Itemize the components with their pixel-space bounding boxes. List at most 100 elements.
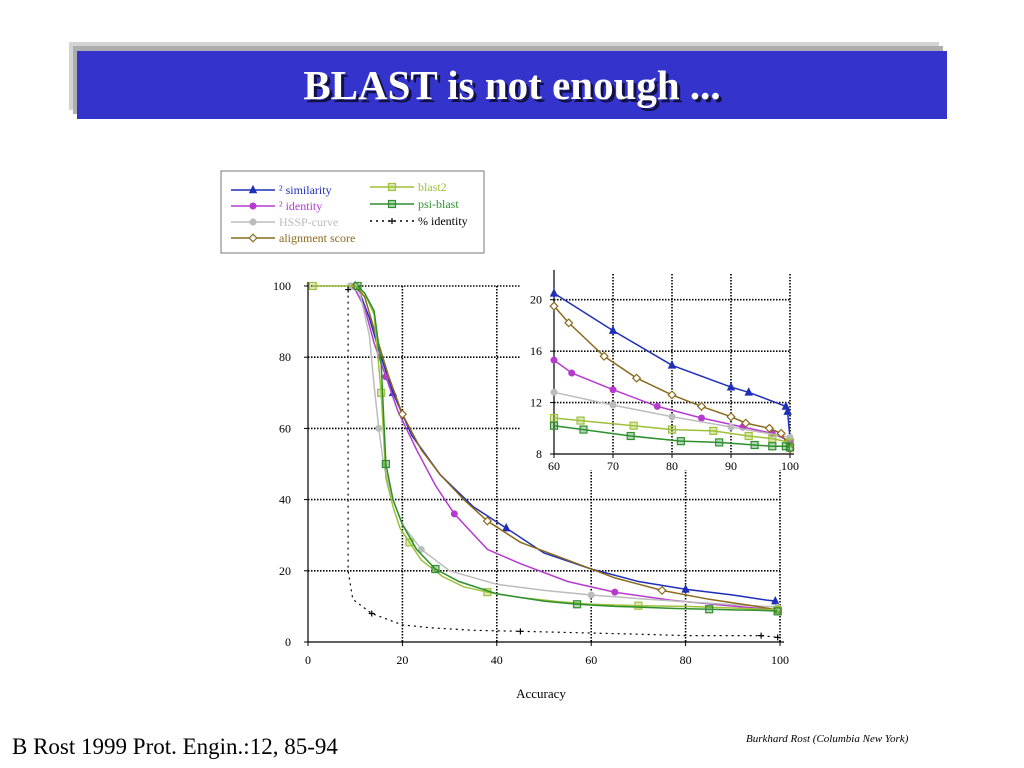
inset-point-alignment-score-7 [741, 418, 751, 428]
main-series-hssp-curve [346, 282, 782, 611]
inset-point-similarity-2 [667, 360, 677, 369]
inset-ytick-label-0: 8 [536, 447, 542, 461]
main-xtick-label-1: 20 [396, 653, 408, 667]
inset-line-identity [553, 359, 791, 442]
inset-point-blast2-5 [744, 431, 753, 441]
legend-item-hssp-curve: HSSP-curve [231, 215, 338, 229]
inset-point-blast2-2 [629, 421, 638, 430]
inset-point-hssp-curve-0 [550, 388, 558, 396]
main-point-identity-4 [368, 610, 375, 617]
inset-ytick-label-2: 16 [530, 344, 542, 358]
main-point-identity-12 [758, 632, 765, 639]
inset-xtick-label-2: 80 [666, 459, 678, 473]
legend-marker-identity [389, 218, 395, 224]
inset-point-psi-blast-2 [626, 431, 635, 441]
main-point-hssp-curve-8 [417, 545, 425, 553]
legend-box [220, 170, 485, 254]
inset-point-hssp-curve-1 [609, 401, 617, 409]
author-credit: Burkhard Rost (Columbia New York) [746, 733, 909, 745]
inset-point-alignment-score-2 [599, 351, 609, 361]
title-bar: BLAST is not enough ... [77, 51, 947, 119]
inset-point-similarity-6 [783, 406, 792, 415]
main-x-axis-label: Accuracy [516, 686, 566, 701]
inset-point-psi-blast-3 [676, 437, 685, 446]
legend-marker-identity [249, 202, 257, 210]
inset-point-similarity-4 [744, 387, 753, 396]
inset-ytick-label-1: 12 [530, 396, 542, 410]
legend-label-hssp-curve: HSSP-curve [279, 215, 338, 229]
legend-marker-blast2 [387, 182, 397, 192]
main-series-identity [345, 286, 781, 641]
inset-series-alignment-score [549, 301, 795, 454]
main-point-identity-13 [774, 634, 781, 641]
inset-point-blast2-3 [667, 425, 677, 434]
inset-point-alignment-score-0 [549, 301, 559, 311]
inset-point-alignment-score-10 [785, 444, 795, 454]
inset-point-psi-blast-4 [715, 438, 724, 447]
main-line-psi-blast [357, 285, 778, 613]
main-point-similarity-16 [771, 595, 780, 605]
slide-title: BLAST is not enough ... [303, 62, 721, 108]
main-point-similarity-8 [502, 522, 511, 532]
legend-label-similarity: ² similarity [279, 183, 332, 197]
main-point-blast2-4 [377, 388, 386, 397]
main-point-identity-0 [345, 286, 352, 293]
main-point-identity-8 [450, 510, 458, 518]
main-point-hssp-curve-12 [587, 591, 595, 599]
main-line-blast2 [312, 285, 778, 611]
main-ytick-label-3: 60 [279, 421, 291, 435]
inset-point-similarity-3 [726, 382, 736, 391]
inset-point-similarity-0 [549, 288, 559, 297]
main-point-identity-12 [611, 588, 619, 596]
inset-xtick-label-0: 60 [548, 459, 560, 473]
inset-point-identity-3 [653, 402, 661, 410]
inset-series-psi-blast [549, 421, 795, 452]
inset-point-alignment-score-1 [564, 318, 574, 328]
main-point-alignment-score-4 [397, 409, 408, 419]
inset-point-hssp-curve-3 [727, 423, 735, 431]
inset-point-identity-0 [550, 356, 558, 364]
main-point-psi-blast-16 [705, 605, 714, 614]
inset-point-alignment-score-6 [726, 412, 736, 422]
inset-point-blast2-4 [709, 426, 718, 435]
inset-point-blast2-0 [549, 413, 559, 423]
legend-item-identity: ² identity [231, 199, 322, 213]
main-xtick-label-0: 0 [305, 653, 311, 667]
inset-point-alignment-score-9 [776, 428, 786, 439]
inset-point-psi-blast-7 [781, 442, 790, 451]
legend-marker-hssp-curve [249, 218, 257, 226]
inset-line-psi-blast [553, 424, 791, 449]
inset-point-psi-blast-8 [785, 443, 795, 452]
inset-point-alignment-score-5 [696, 401, 707, 412]
inset-point-alignment-score-3 [631, 373, 642, 383]
inset-series-blast2 [549, 413, 795, 447]
inset-ytick-label-3: 20 [530, 293, 542, 307]
main-xtick-label-2: 40 [491, 653, 503, 667]
main-ytick-label-1: 20 [279, 564, 291, 578]
main-line-identity [350, 285, 778, 611]
inset-point-alignment-score-4 [667, 390, 677, 400]
main-ytick-label-5: 100 [273, 279, 291, 293]
inset-point-blast2-1 [576, 416, 585, 425]
inset-point-psi-blast-1 [579, 425, 588, 434]
main-ytick-label-4: 80 [279, 350, 291, 364]
inset-point-psi-blast-5 [750, 440, 759, 450]
main-point-identity-8 [517, 628, 524, 635]
inset-point-similarity-1 [608, 325, 618, 334]
inset-point-psi-blast-0 [549, 421, 559, 430]
legend-item-psi-blast: psi-blast [370, 197, 459, 211]
legend-item-alignment-score: alignment score [231, 231, 355, 245]
inset-point-hssp-curve-2 [668, 413, 676, 421]
legend-label-alignment-score: alignment score [279, 231, 355, 245]
inset-point-identity-1 [568, 369, 576, 377]
main-point-hssp-curve-4 [375, 424, 383, 432]
main-ytick-label-0: 0 [285, 635, 291, 649]
legend-item-blast2: blast2 [370, 180, 447, 194]
inset-series-similarity [549, 288, 795, 442]
main-point-psi-blast-12 [572, 600, 582, 609]
main-point-psi-blast-4 [381, 459, 390, 469]
inset-point-identity-4 [698, 414, 705, 422]
main-xtick-label-5: 100 [771, 653, 789, 667]
legend-label-blast2: blast2 [418, 180, 447, 194]
